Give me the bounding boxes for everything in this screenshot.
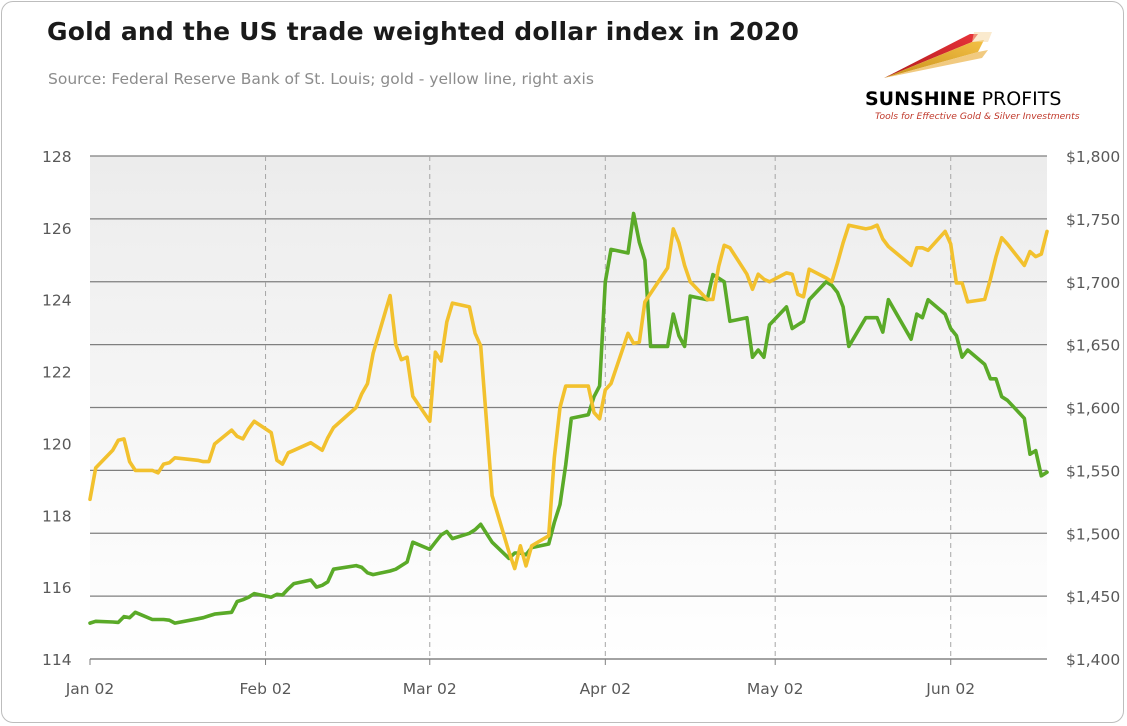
x-tick-label: Jan 02: [65, 680, 115, 698]
series-layer: [88, 211, 1049, 625]
right-tick-label: $1,600: [1066, 400, 1120, 418]
logo-name-rest: PROFITS: [975, 88, 1062, 110]
left-tick-label: 122: [42, 364, 72, 382]
left-tick-label: 124: [42, 292, 72, 310]
x-tick-label: Feb 02: [239, 680, 291, 698]
x-tick-label: Mar 02: [403, 680, 457, 698]
right-tick-label: $1,500: [1066, 525, 1120, 543]
left-tick-label: 126: [42, 220, 72, 238]
right-axis-ticks: $1,400 $1,450 $1,500 $1,550 $1,600 $1,650 $1,7…: [1066, 148, 1120, 669]
logo-name-bold: SUNSHINE: [865, 88, 976, 110]
left-axis-ticks: 114 116 118 120 122 124 126 128: [42, 148, 72, 669]
left-tick-label: 120: [42, 435, 72, 453]
left-tick-label: 116: [42, 579, 72, 597]
left-tick-label: 118: [42, 507, 72, 525]
right-tick-label: $1,400: [1066, 651, 1120, 669]
right-tick-label: $1,800: [1066, 148, 1120, 166]
logo-tagline: Tools for Effective Gold & Silver Invest…: [875, 111, 1080, 122]
right-tick-label: $1,750: [1066, 211, 1120, 229]
x-tick-label: Apr 02: [580, 680, 631, 698]
right-tick-label: $1,450: [1066, 588, 1120, 606]
left-tick-label: 128: [42, 148, 72, 166]
x-tick-label: May 02: [747, 680, 804, 698]
sunshine-profits-logo-icon: [884, 32, 992, 78]
chart-subtitle: Source: Federal Reserve Bank of St. Loui…: [48, 70, 594, 88]
gold-price-line: [88, 223, 1049, 571]
right-tick-label: $1,700: [1066, 274, 1120, 292]
right-tick-label: $1,550: [1066, 462, 1120, 480]
chart-title: Gold and the US trade weighted dollar in…: [47, 17, 800, 46]
left-tick-label: 114: [42, 651, 72, 669]
dollar-index-line: [88, 211, 1049, 625]
right-tick-label: $1,650: [1066, 337, 1120, 355]
x-axis-ticks: Jan 02 Feb 02 Mar 02 Apr 02 May 02 Jun 02: [65, 658, 1047, 698]
logo-wordmark: SUNSHINE PROFITS: [865, 88, 1061, 110]
x-tick-label: Jun 02: [925, 680, 975, 698]
